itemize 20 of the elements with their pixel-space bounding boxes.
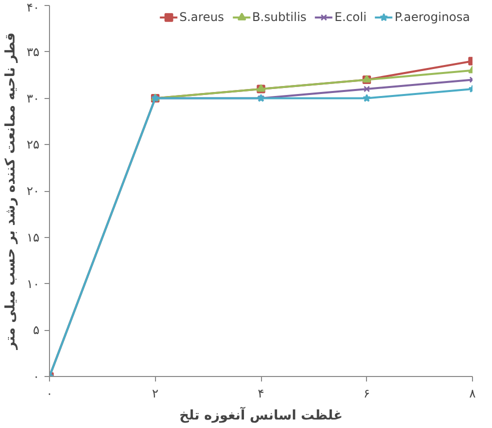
legend-label: P.aeroginosa: [394, 10, 470, 24]
legend-label: B.subtilis: [252, 10, 307, 24]
x-axis-title: غلظت اسانس آنغوزه تلخ: [179, 406, 343, 424]
y-tick-label: ۰: [33, 370, 40, 384]
y-tick-label: ۱۵: [26, 230, 40, 244]
x-tick-label: ۲: [152, 386, 158, 400]
x-tick-label: ۴: [258, 386, 264, 400]
x-tick-label: ۸: [469, 386, 476, 400]
legend-label: S.areus: [179, 10, 224, 24]
y-tick-label: ۳۰: [26, 91, 40, 106]
x-tick-label: ۶: [364, 386, 370, 400]
y-tick-label: ۲۰: [26, 184, 40, 198]
y-tick-label: ۴۰: [26, 0, 40, 14]
x-tick-label: ۰: [46, 386, 53, 400]
y-tick-label: ۵: [33, 323, 40, 338]
y-axis-title: قطر ناحیه ممانعت کننده رشد بر حسب میلی متر: [4, 32, 19, 350]
y-tick-label: ۲۵: [26, 138, 40, 152]
y-tick-label: ۳۵: [26, 44, 40, 59]
y-tick-label: ۱۰: [26, 276, 40, 291]
legend-label: E.coli: [334, 10, 367, 24]
